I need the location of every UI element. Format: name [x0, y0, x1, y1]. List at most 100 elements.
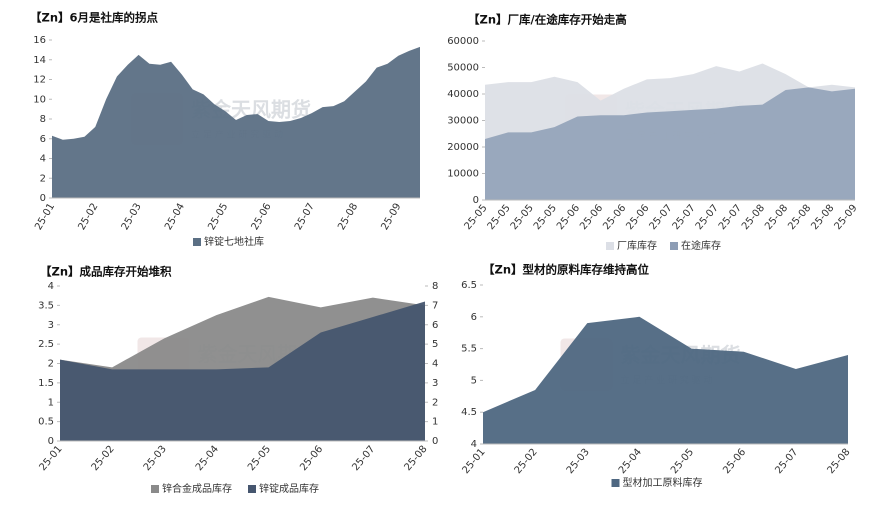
x-tick-label: 25-05: [462, 203, 489, 232]
x-tick-label: 25-04: [617, 447, 644, 476]
x-tick-label: 25-07: [694, 203, 721, 232]
x-tick-label: 25-06: [721, 447, 748, 476]
legend-swatch: [248, 485, 256, 493]
y2-tick-label: 1: [432, 417, 438, 428]
x-tick-label: 25-07: [773, 447, 800, 476]
y-tick-label: 2: [48, 359, 54, 370]
y-tick-label: 5: [471, 375, 477, 386]
y2-tick-label: 2: [432, 397, 438, 408]
legend-swatch: [151, 485, 159, 493]
x-tick-label: 25-06: [555, 203, 582, 232]
x-tick-label: 25-05: [206, 202, 230, 233]
x-tick-label: 25-03: [120, 202, 144, 233]
x-tick-label: 25-02: [76, 202, 100, 233]
legend-label: 在途库存: [681, 239, 721, 252]
area: [485, 87, 855, 200]
x-tick-label: 25-05: [486, 203, 513, 232]
chart-title: 【Zn】型材的原料库存维持高位: [483, 263, 650, 277]
x-tick-label: 25-04: [163, 202, 187, 233]
x-tick-label: 25-01: [33, 202, 57, 233]
legend-swatch: [611, 479, 620, 487]
y-tick-label: 12: [33, 75, 46, 86]
y-tick-label: 50000: [447, 63, 479, 74]
x-tick-label: 25-08: [809, 203, 836, 232]
y-tick-label: 20000: [447, 142, 479, 153]
x-tick-label: 25-08: [336, 202, 360, 233]
x-tick-label: 25-01: [460, 447, 487, 476]
y-tick-label: 0: [48, 436, 54, 447]
y-tick-label: 1.5: [38, 378, 54, 389]
y2-tick-label: 3: [432, 378, 438, 389]
y2-tick-label: 7: [432, 300, 438, 311]
legend-label: 锌合金成品库存: [162, 482, 232, 495]
x-tick-label: 25-07: [647, 203, 674, 232]
y-tick-label: 4: [48, 281, 54, 292]
chart-title: 【Zn】厂库/在途库存开始走高: [468, 13, 627, 27]
chart-title: 【Zn】6月是社库的拐点: [30, 11, 159, 25]
legend-label: 锌锭成品库存: [259, 482, 319, 495]
x-tick-label: 25-07: [671, 203, 698, 232]
y-tick-label: 3: [48, 320, 54, 331]
x-tick-label: 25-05: [669, 447, 696, 476]
x-tick-label: 25-08: [825, 447, 852, 476]
legend-swatch: [606, 242, 614, 250]
x-tick-label: 25-07: [717, 203, 744, 232]
y2-tick-label: 8: [432, 281, 438, 292]
area: [483, 316, 848, 444]
x-tick-label: 25-05: [532, 203, 559, 232]
y-tick-label: 3.5: [38, 300, 54, 311]
y-tick-label: 2: [40, 173, 46, 184]
x-tick-label: 25-07: [350, 444, 377, 473]
x-tick-label: 25-06: [250, 202, 274, 233]
x-tick-label: 25-01: [37, 444, 64, 473]
area: [60, 301, 425, 441]
y-tick-label: 10: [33, 94, 46, 105]
y-tick-label: 60000: [447, 36, 479, 47]
x-tick-label: 25-06: [624, 203, 651, 232]
y-tick-label: 6: [471, 312, 477, 323]
legend-label: 厂库库存: [617, 239, 657, 252]
y-tick-label: 0: [473, 195, 479, 206]
y-tick-label: 10000: [447, 169, 479, 180]
x-tick-label: 25-08: [740, 203, 767, 232]
x-tick-label: 25-06: [578, 203, 605, 232]
chart-title: 【Zn】成品库存开始堆积: [40, 265, 172, 279]
x-tick-label: 25-08: [786, 203, 813, 232]
y-tick-label: 0: [40, 193, 46, 204]
legend-label: 型材加工原料库存: [623, 476, 703, 489]
y-tick-label: 5.5: [461, 344, 477, 355]
x-tick-label: 25-06: [298, 444, 325, 473]
x-tick-label: 25-07: [293, 202, 317, 233]
x-tick-label: 25-05: [246, 444, 273, 473]
legend-label: 锌锭七地社库: [204, 235, 264, 248]
x-tick-label: 25-03: [142, 444, 169, 473]
y-tick-label: 14: [33, 55, 46, 66]
y-tick-label: 16: [33, 35, 46, 46]
x-tick-label: 25-02: [513, 447, 540, 476]
y2-tick-label: 4: [432, 359, 438, 370]
x-tick-label: 25-06: [601, 203, 628, 232]
y-tick-label: 4: [471, 439, 477, 450]
y2-tick-label: 5: [432, 339, 438, 350]
y-tick-label: 1: [48, 397, 54, 408]
y-tick-label: 4.5: [461, 407, 477, 418]
x-tick-label: 25-02: [90, 444, 117, 473]
x-tick-label: 25-04: [194, 444, 221, 473]
x-tick-label: 25-03: [565, 447, 592, 476]
x-tick-label: 25-09: [832, 203, 859, 232]
y-tick-label: 6: [40, 134, 46, 145]
legend-swatch: [670, 242, 678, 250]
y2-tick-label: 0: [432, 436, 438, 447]
y-tick-label: 4: [40, 154, 46, 165]
y-tick-label: 30000: [447, 116, 479, 127]
x-tick-label: 25-08: [402, 444, 429, 473]
y-tick-label: 0.5: [38, 417, 54, 428]
x-tick-label: 25-08: [763, 203, 790, 232]
y-tick-label: 6.5: [461, 280, 477, 291]
y-tick-label: 8: [40, 114, 46, 125]
x-tick-label: 25-09: [379, 202, 403, 233]
y-tick-label: 2.5: [38, 339, 54, 350]
x-tick-label: 25-05: [509, 203, 536, 232]
y2-tick-label: 6: [432, 320, 438, 331]
